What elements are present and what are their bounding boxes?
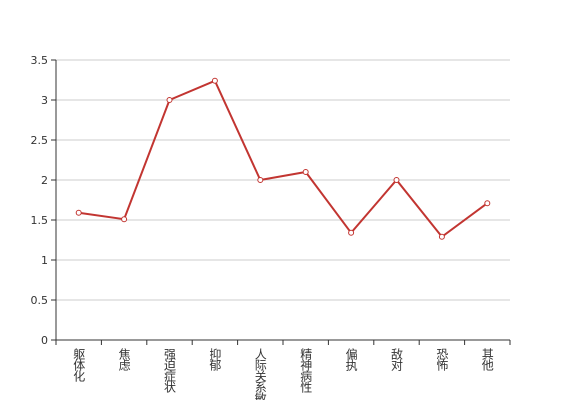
y-tick-label: 3 bbox=[41, 94, 48, 107]
x-tick-label: 偏执 bbox=[344, 347, 358, 372]
point bbox=[211, 77, 218, 84]
point bbox=[302, 169, 309, 175]
x-tick-label: 人际关系敏感 bbox=[253, 348, 267, 400]
y-tick-label: 2 bbox=[41, 174, 48, 187]
x-tick-label: 恐怖 bbox=[435, 348, 449, 371]
line bbox=[78, 79, 488, 239]
x-tick-label: 其他 bbox=[480, 348, 494, 371]
x-tick-label: 焦虑 bbox=[117, 348, 131, 371]
y-tick-label: 2.5 bbox=[31, 134, 49, 147]
x-tick-label: 强迫症状 bbox=[163, 348, 177, 393]
point bbox=[348, 229, 355, 236]
y-tick-label: 3.5 bbox=[31, 54, 49, 67]
x-tick-label: 抑郁 bbox=[208, 347, 222, 372]
point bbox=[166, 97, 173, 103]
x-tick-label: 敌对 bbox=[390, 347, 404, 371]
point bbox=[257, 177, 264, 183]
point bbox=[121, 216, 128, 223]
x-tick-label: 精神病性 bbox=[299, 348, 313, 394]
x-tick-label: 躯体化 bbox=[72, 347, 86, 383]
point bbox=[484, 200, 491, 207]
y-tick-label: 1.5 bbox=[31, 214, 49, 227]
y-tick-label: 1 bbox=[41, 254, 48, 267]
point bbox=[393, 177, 400, 183]
y-tick-label: 0.5 bbox=[31, 294, 49, 307]
y-tick-label: 0 bbox=[41, 334, 48, 347]
point bbox=[75, 209, 82, 216]
point bbox=[438, 233, 445, 240]
